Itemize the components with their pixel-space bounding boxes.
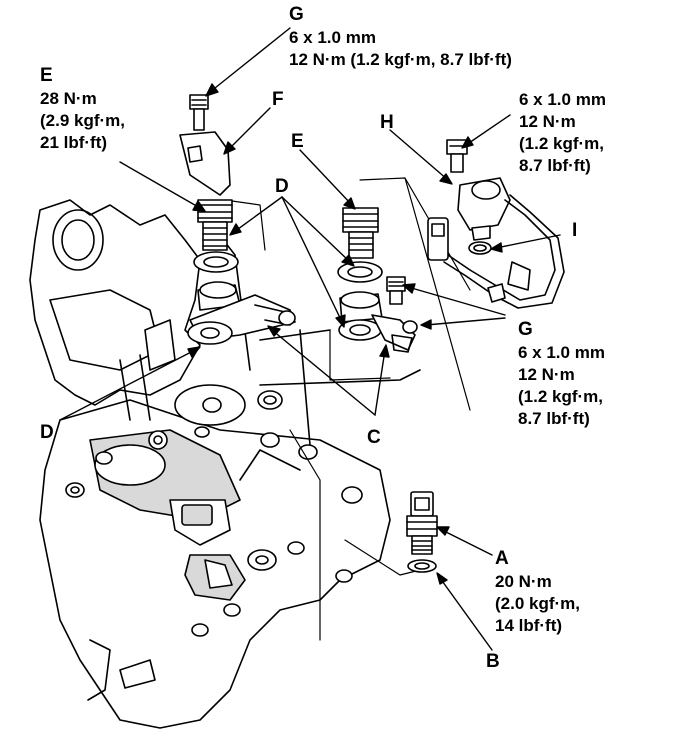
callout-g-top-letter: G — [289, 4, 304, 25]
callout-a-spec-line1: 20 N·m — [495, 572, 552, 591]
callout-arrows — [59, 27, 561, 651]
callout-e-left-spec-line2: (2.9 kgf·m, — [40, 111, 126, 130]
callout-i-letter: I — [572, 220, 578, 241]
callout-c-letter: C — [367, 427, 381, 448]
callout-g-right-letter: G — [518, 319, 533, 340]
callout-h-spec-line4: 8.7 lbf·ft) — [519, 156, 591, 175]
callout-g-top-spec-line2: 12 N·m (1.2 kgf·m, 8.7 lbf·ft) — [289, 50, 512, 69]
callout-e-left-letter: E — [40, 65, 53, 86]
callout-h-spec-line2: 12 N·m — [519, 112, 576, 131]
callout-g-right-spec-line2: 12 N·m — [518, 365, 575, 384]
callout-a-spec-line2: (2.0 kgf·m, — [495, 594, 581, 613]
middle-bolt-assembly — [337, 207, 418, 353]
left-bolt-assembly — [179, 94, 296, 345]
callout-a-spec-line3: 14 lbf·ft) — [495, 616, 563, 635]
callout-g-right-spec-line1: 6 x 1.0 mm — [518, 343, 605, 362]
speed-sensor-h — [427, 139, 565, 309]
callout-g-right-spec-line3: (1.2 kgf·m, — [518, 387, 604, 406]
small-bolt-g-right — [386, 276, 406, 305]
callout-h-spec-line1: 6 x 1.0 mm — [519, 90, 606, 109]
callout-e-mid-letter: E — [291, 131, 304, 152]
callout-g-top-spec-line1: 6 x 1.0 mm — [289, 28, 376, 47]
callout-f-letter: F — [272, 89, 284, 110]
callout-h-letter: H — [380, 112, 394, 133]
callout-d-top-letter: D — [275, 176, 289, 197]
callout-e-left-spec-line3: 21 lbf·ft) — [40, 133, 108, 152]
callout-e-left-spec-line1: 28 N·m — [40, 89, 97, 108]
callout-a-letter: A — [495, 548, 509, 569]
callout-g-right-spec-line4: 8.7 lbf·ft) — [518, 409, 590, 428]
callout-b-letter: B — [486, 651, 500, 672]
transmission-housing — [29, 199, 421, 729]
callout-h-spec-line3: (1.2 kgf·m, — [519, 134, 605, 153]
pressure-switch-a — [406, 491, 438, 573]
callout-d-left-letter: D — [40, 422, 54, 443]
